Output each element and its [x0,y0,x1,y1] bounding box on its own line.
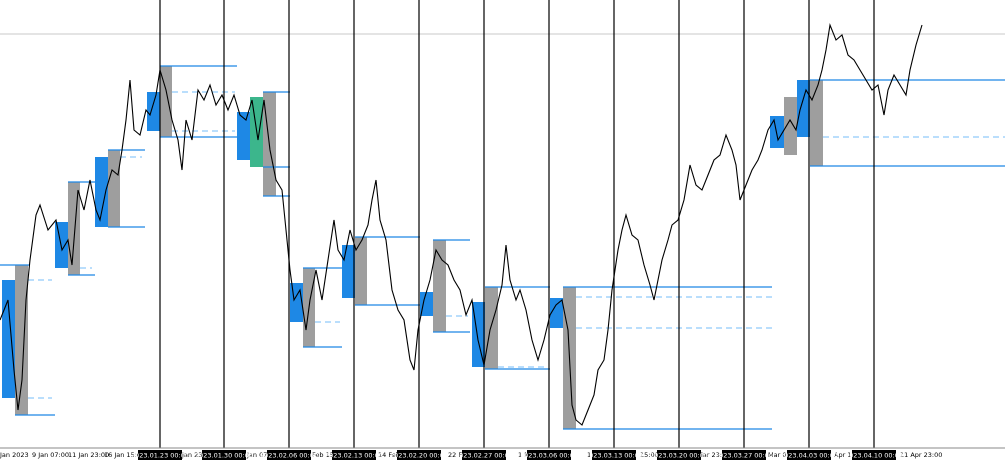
zone [784,97,797,155]
marker-label: 2023.03.27 00:00 [715,452,773,460]
zone [290,283,303,322]
marker-badge [592,450,636,460]
marker-label: 2023.02.13 00:00 [325,452,383,460]
marker-label: 2023.04.03 00:00 [780,452,838,460]
zone [550,298,563,328]
x-tick-label: 9 Jan 07:00 [32,451,69,459]
marker-label: 2023.02.06 00:00 [260,452,318,460]
x-tick-label: 16 Jan 15:00 [104,451,145,459]
zone [342,245,355,298]
x-tick-label: 11 Apr 23:00 [900,451,942,459]
marker-label: 2023.02.20 00:00 [390,452,448,460]
x-tick-label: Jan 07:00 [246,451,278,459]
x-tick-label: Apr 15:0 [834,451,862,459]
x-tick-label: 22 Feb [448,451,470,459]
x-tick-label: Mar 07:0 [768,451,797,459]
marker-badge [527,450,571,460]
x-tick-label: 1 Ma [518,451,534,459]
marker-badge [657,450,701,460]
zone [15,265,28,415]
x-tick-label: Feb 15:00 [312,451,344,459]
x-tick-label: 15:00 [640,451,659,459]
zone [420,292,433,316]
zone [237,112,250,160]
zone [68,182,80,275]
marker-badge [397,450,441,460]
marker-badge [202,450,246,460]
zone [770,116,784,148]
zone [433,240,446,332]
marker-label: 2023.03.06 00:00 [520,452,578,460]
marker-label: 2023.04.10 00:00 [845,452,903,460]
zone [108,150,120,227]
marker-label: 2023.02.27 00:00 [455,452,513,460]
zone [485,287,498,369]
marker-badge [267,450,311,460]
zone [355,237,367,305]
x-tick-label: 14 Feb [378,451,400,459]
zone [160,66,172,137]
marker-label: 2023.01.23 00:00 [131,452,189,460]
marker-badge [462,450,506,460]
marker-badge [722,450,766,460]
price-line [0,22,923,426]
period-separators [159,0,875,448]
marker-badge [852,450,896,460]
marker-label: 2023.01.30 00:00 [195,452,253,460]
x-tick-label: Jan 2023 [0,451,29,459]
mid-levels [28,91,1005,399]
marker-label: 2023.03.20 00:00 [650,452,708,460]
x-tick-label: lar 23:00 [701,451,730,459]
x-tick-label: 1 [587,451,591,459]
zone [147,92,160,131]
marker-badge [332,450,376,460]
marker-badge [138,450,182,460]
zone [797,80,810,137]
x-tick-label: Jan 23:00 [181,451,213,459]
zone [810,80,823,166]
zones [2,66,823,429]
zone [95,157,108,227]
marker-label: 2023.03.13 00:00 [585,452,643,460]
zone [2,280,15,398]
x-tick-label: 11 Jan 23:00 [68,451,109,459]
marker-badge [787,450,831,460]
